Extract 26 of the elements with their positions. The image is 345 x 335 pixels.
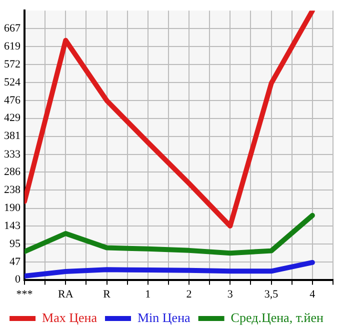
y-tick-label: 143 bbox=[4, 220, 21, 232]
y-tick-label: 0 bbox=[15, 274, 21, 286]
x-tick-label: RA bbox=[58, 288, 74, 300]
y-tick-label: 190 bbox=[4, 202, 21, 214]
y-tick-label: 95 bbox=[10, 238, 21, 250]
x-tick-label: 2 bbox=[186, 288, 192, 300]
y-tick-label: 286 bbox=[4, 166, 21, 178]
x-tick-label: R bbox=[103, 288, 112, 300]
x-tick-label: 4 bbox=[310, 288, 316, 300]
legend-label: Сред.Цена, т.йен bbox=[230, 310, 324, 325]
y-tick-label: 333 bbox=[4, 148, 21, 160]
y-tick-label: 524 bbox=[4, 76, 21, 88]
y-tick-label: 238 bbox=[4, 184, 21, 196]
y-tick-label: 619 bbox=[4, 40, 21, 53]
y-tick-label: 476 bbox=[4, 94, 21, 106]
x-tick-label: *** bbox=[16, 288, 33, 300]
x-tick-label: 3,5 bbox=[264, 288, 279, 300]
x-tick-label: 1 bbox=[145, 288, 151, 300]
x-tick-label: 3 bbox=[227, 288, 234, 300]
legend-label: Min Цена bbox=[138, 310, 191, 325]
legend-label: Max Цена bbox=[42, 310, 98, 325]
y-tick-label: 47 bbox=[10, 256, 21, 268]
y-tick-label: 667 bbox=[4, 22, 21, 35]
y-tick-label: 429 bbox=[4, 112, 21, 124]
y-tick-label: 381 bbox=[4, 130, 20, 142]
y-tick-label: 572 bbox=[4, 58, 20, 70]
